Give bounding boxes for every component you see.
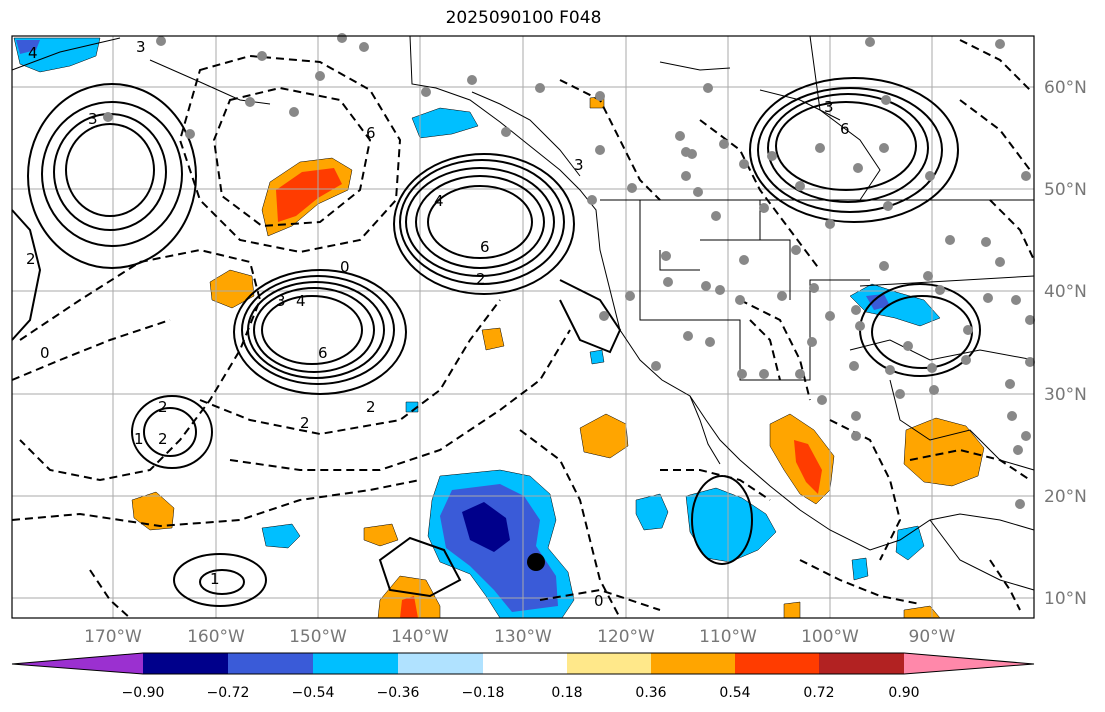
fill-blue-small-2	[261, 523, 301, 549]
fill-navy-central-pacific	[462, 502, 510, 552]
fill-blue-small-1	[635, 493, 669, 531]
colorbar-tick: 0.54	[719, 685, 750, 701]
colorbar-seg-10	[904, 653, 1034, 674]
contour-label: 4	[28, 44, 38, 62]
contour-label: 2	[366, 398, 376, 416]
contour-label-group: 4 3 3 6 3 4 6 2 0 3 4 6 2 2 0 2 1 2 0 2 …	[26, 38, 850, 610]
fill-red-south	[400, 596, 418, 618]
colorbar-tick: −0.90	[122, 685, 165, 701]
contour-label: 3	[88, 110, 98, 128]
fill-blue-small-4	[851, 557, 869, 581]
lon-label: 100°W	[801, 627, 859, 647]
lon-label: 160°W	[187, 627, 245, 647]
contour-label: 2	[476, 270, 486, 288]
solid-contours	[11, 77, 981, 607]
contour-label: 2	[158, 398, 168, 416]
colorbar-seg-8	[735, 653, 819, 674]
colorbar-seg-7	[651, 653, 735, 674]
contour-label: 1	[134, 430, 144, 448]
lat-label: 60°N	[1044, 78, 1087, 98]
fill-orange-hawaii-w	[131, 491, 175, 531]
colorbar-tick: −0.36	[377, 685, 420, 701]
lat-label: 40°N	[1044, 282, 1087, 302]
colorbar-tick: 0.36	[635, 685, 666, 701]
latitude-labels: 60°N 50°N 40°N 30°N 20°N 10°N	[1044, 78, 1087, 609]
contour-label: 3	[574, 156, 584, 174]
contour-label: 3	[824, 98, 834, 116]
colorbar-seg-3	[313, 653, 398, 674]
lat-label: 50°N	[1044, 180, 1087, 200]
colorbar-tick: 0.90	[888, 685, 919, 701]
fill-orange-small-1	[481, 327, 505, 351]
fill-orange-baja	[579, 413, 629, 459]
station-markers	[103, 33, 1035, 509]
lat-label: 20°N	[1044, 487, 1087, 507]
contour-label: 0	[594, 592, 604, 610]
lon-label: 150°W	[289, 627, 347, 647]
lon-label: 140°W	[391, 627, 449, 647]
lat-label: 30°N	[1044, 385, 1087, 405]
contour-label: 3	[136, 38, 146, 56]
fill-blue-small-5	[589, 349, 605, 365]
contour-label: 6	[840, 120, 850, 138]
colorbar-seg-4	[398, 653, 483, 674]
colorbar-tick: −0.54	[292, 685, 335, 701]
map-panel: 4 3 3 6 3 4 6 2 0 3 4 6 2 2 0 2 1 2 0 2 …	[11, 33, 1035, 619]
contour-label: 0	[40, 344, 50, 362]
fill-orange-small-2	[363, 523, 399, 547]
colorbar-tick: −0.18	[462, 685, 505, 701]
colorbar: −0.90 −0.72 −0.54 −0.36 −0.18 0.18 0.36 …	[11, 652, 1035, 701]
fill-orange-gulf	[903, 417, 985, 487]
colorbar-seg-5	[483, 653, 567, 674]
longitude-labels: 170°W 160°W 150°W 140°W 130°W 120°W 110°…	[84, 627, 956, 647]
fill-darkblue-nw	[16, 40, 40, 54]
lon-label: 170°W	[84, 627, 142, 647]
contour-label: 6	[366, 124, 376, 142]
colorbar-tick: −0.72	[207, 685, 250, 701]
colorbar-tick: 0.18	[551, 685, 582, 701]
fill-darkblue-greatlakes	[866, 294, 890, 310]
contour-label: 2	[26, 250, 36, 268]
lon-label: 110°W	[699, 627, 757, 647]
contour-label: 1	[210, 570, 220, 588]
colorbar-seg-6	[567, 653, 651, 674]
lat-label: 10°N	[1044, 589, 1087, 609]
contour-label: 3	[276, 292, 286, 310]
lon-label: 90°W	[909, 627, 956, 647]
fill-red-mexico	[794, 440, 822, 494]
contour-label: 4	[296, 292, 306, 310]
contour-solid-east-pac-6	[427, 185, 533, 259]
map-title: 2025090100 F048	[445, 8, 602, 28]
dashed-contours	[11, 39, 1035, 619]
fill-orange-npac	[209, 269, 255, 309]
contour-label: 2	[158, 430, 168, 448]
map-border	[11, 35, 1035, 619]
lon-label: 120°W	[597, 627, 655, 647]
storm-center-marker	[527, 553, 545, 571]
colorbar-seg-2	[228, 653, 313, 674]
colorbar-tick: 0.72	[803, 685, 834, 701]
colorbar-seg-0	[12, 653, 143, 674]
fill-orange-small-4	[783, 601, 801, 619]
contour-label: 6	[318, 344, 328, 362]
fill-red-gulf-alaska	[276, 168, 342, 222]
contour-label: 0	[340, 258, 350, 276]
contour-label: 6	[480, 238, 490, 256]
fill-blue-greatlakes	[849, 283, 941, 327]
lon-label: 130°W	[494, 627, 552, 647]
colorbar-outline	[11, 652, 1035, 675]
colorbar-seg-1	[143, 653, 228, 674]
colorbar-seg-9	[819, 653, 904, 674]
fill-blue-small-3	[895, 525, 925, 561]
contour-label: 4	[434, 192, 444, 210]
contour-label: 2	[300, 414, 310, 432]
graticule	[12, 36, 1034, 618]
